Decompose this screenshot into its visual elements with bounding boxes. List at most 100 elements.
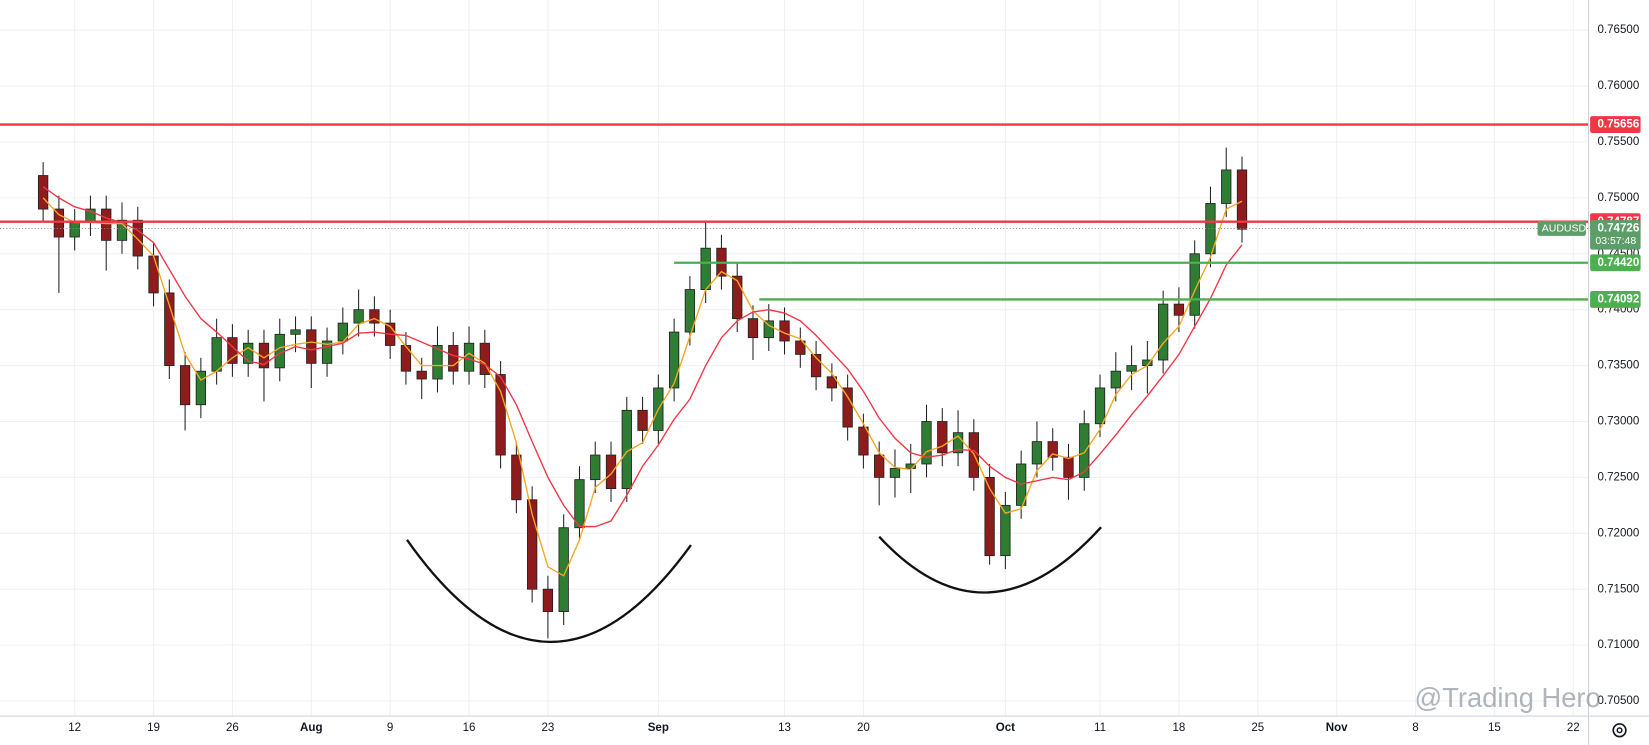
y-tick-label: 0.70500	[1597, 695, 1639, 707]
x-tick-label: 9	[387, 722, 393, 734]
candle-body	[874, 454, 885, 478]
candle-body	[243, 342, 254, 364]
candle-body	[479, 342, 490, 375]
candle-body	[542, 588, 554, 612]
x-tick-label: 8	[1412, 722, 1418, 734]
x-tick-label: Sep	[648, 722, 669, 734]
candle-body	[511, 454, 522, 501]
pattern-arc	[406, 539, 692, 643]
candle-body	[211, 337, 222, 372]
candle-body	[558, 527, 569, 612]
candle-body	[889, 468, 901, 478]
settings-icon[interactable]	[1612, 723, 1627, 738]
level-label: 0.74092	[1597, 293, 1639, 305]
candle-body	[101, 208, 112, 241]
candle-body	[842, 387, 853, 428]
y-tick-label: 0.76500	[1597, 24, 1639, 36]
candle-body	[1094, 387, 1106, 425]
x-tick-label: 16	[463, 722, 476, 734]
candle-body	[1079, 423, 1090, 478]
candle-body	[605, 454, 617, 489]
level-label: 0.75656	[1597, 119, 1639, 131]
watermark: @Trading Hero	[1414, 682, 1600, 713]
candle-body	[1031, 441, 1043, 465]
x-tick-label: 12	[68, 722, 81, 734]
settings-gear-center[interactable]	[1616, 727, 1623, 734]
candle-body	[1157, 303, 1169, 361]
candle-body	[795, 340, 806, 355]
x-tick-label: 18	[1172, 722, 1185, 734]
x-tick-label: 22	[1567, 722, 1580, 734]
y-tick-label: 0.75500	[1597, 136, 1639, 148]
countdown-label: 03:57:48	[1595, 235, 1636, 247]
x-tick-label: 23	[541, 722, 554, 734]
x-tick-label: Nov	[1326, 722, 1348, 734]
candle-body	[763, 320, 774, 339]
candle-body	[1189, 253, 1200, 316]
candle-body	[952, 432, 964, 454]
candle-body	[826, 376, 838, 389]
y-tick-label: 0.71000	[1597, 639, 1639, 651]
symbol-box	[1537, 221, 1586, 236]
candle-body	[432, 345, 443, 380]
candle-body	[921, 421, 932, 465]
candle-body	[195, 370, 207, 406]
candle-body	[290, 329, 301, 335]
candle-body	[858, 426, 869, 456]
plot	[0, 123, 1589, 639]
candle-body	[684, 289, 696, 333]
level-label: 0.74420	[1597, 257, 1639, 269]
symbol-label: AUDUSD	[1542, 222, 1587, 234]
candle-body	[984, 476, 995, 557]
candle-body	[937, 421, 948, 454]
y-tick-label: 0.71500	[1597, 583, 1639, 595]
y-tick-label: 0.76000	[1597, 80, 1639, 92]
candle-body	[337, 322, 348, 342]
candle-body	[132, 219, 143, 257]
x-tick-label: 19	[147, 722, 160, 734]
y-tick-label: 0.75000	[1597, 192, 1639, 204]
candle-body	[274, 333, 285, 369]
candle-body	[164, 292, 175, 367]
x-tick-label: 26	[226, 722, 239, 734]
candle-body	[148, 255, 159, 294]
pattern-arc	[878, 526, 1102, 594]
candle-body	[1173, 303, 1185, 316]
candle-body	[1063, 456, 1074, 478]
settings-gear[interactable]	[1612, 723, 1627, 738]
candle-body	[448, 345, 459, 372]
x-tick-label: Aug	[300, 722, 322, 734]
candle-body	[179, 365, 191, 406]
x-tick-label: Oct	[996, 722, 1015, 734]
x-tick-label: 20	[857, 722, 870, 734]
candle-body	[1047, 441, 1058, 458]
candle-body	[1126, 365, 1137, 372]
axis-labels: 0.70500 0.71000 0.71500 0.72000 0.72500 0.730…	[68, 24, 1641, 734]
x-tick-label: 15	[1488, 722, 1501, 734]
moving-average	[42, 186, 1243, 528]
candle-body	[69, 222, 80, 238]
candle-body	[810, 353, 822, 378]
candle-body	[747, 318, 759, 339]
candle-body	[463, 342, 475, 372]
candle-body	[574, 479, 585, 529]
candle-body	[732, 275, 743, 320]
candle-body	[321, 340, 333, 364]
candle-body	[700, 247, 711, 290]
x-tick-label: 13	[778, 722, 791, 734]
candle-body	[37, 175, 49, 210]
candle-body	[116, 219, 128, 241]
candle-body	[416, 370, 427, 380]
y-tick-label: 0.72000	[1597, 527, 1639, 539]
candle-body	[905, 463, 916, 469]
candle-body	[637, 409, 648, 431]
candle-body	[526, 499, 538, 590]
y-tick-label: 0.72500	[1597, 471, 1639, 483]
level-label-box	[1590, 116, 1641, 133]
candle-body	[1221, 169, 1232, 204]
candle-body	[1110, 370, 1121, 389]
x-tick-label: 25	[1251, 722, 1264, 734]
last-price-box	[1590, 220, 1641, 250]
